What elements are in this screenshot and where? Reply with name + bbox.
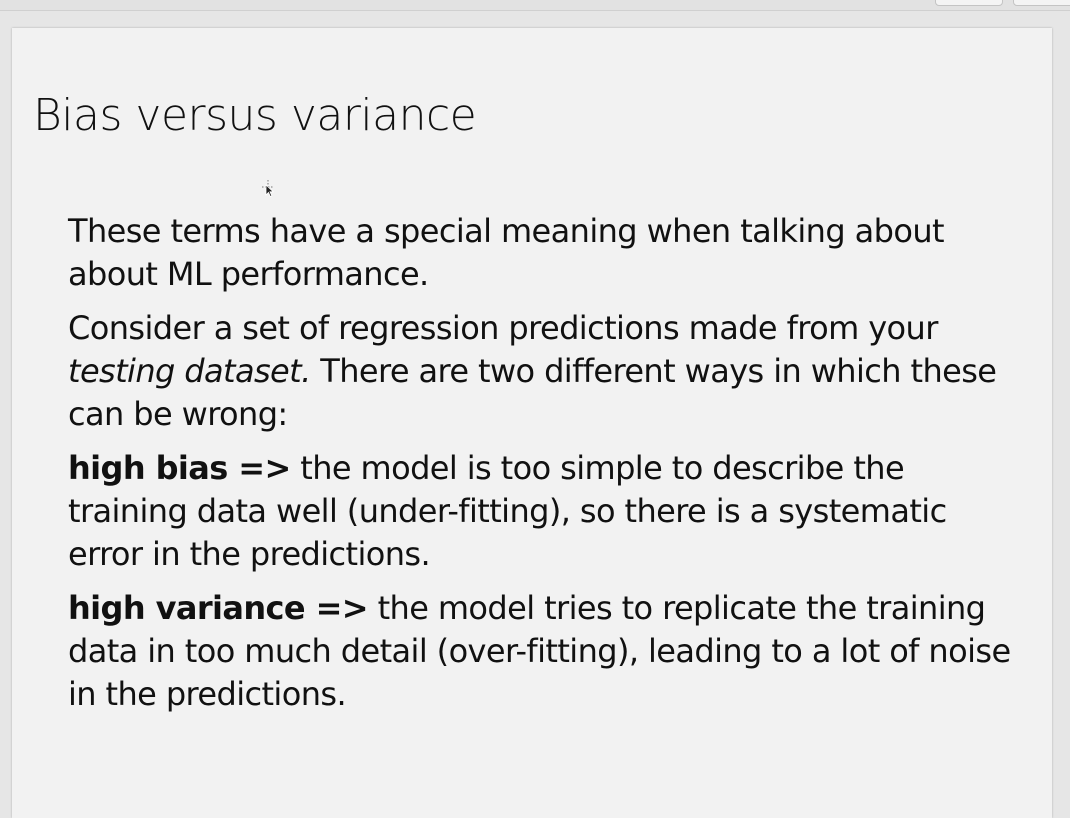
emphasis-testing-dataset: testing dataset.	[68, 352, 311, 390]
paragraph-high-variance: high variance => the model tries to repl…	[68, 587, 1028, 716]
term-high-variance: high variance =>	[68, 589, 369, 627]
move-cursor-icon	[262, 180, 275, 197]
slide-title: Bias versus variance	[33, 90, 477, 141]
window-top-bar	[0, 0, 1070, 11]
consider-text-start: Consider a set of regression predictions…	[68, 309, 938, 347]
slide: Bias versus variance These terms have a …	[12, 28, 1052, 818]
term-high-bias: high bias =>	[68, 449, 291, 487]
paragraph-intro: These terms have a special meaning when …	[68, 212, 945, 293]
slide-body: These terms have a special meaning when …	[68, 210, 1028, 727]
toolbar-control[interactable]	[935, 0, 1003, 6]
paragraph-high-bias: high bias => the model is too simple to …	[68, 447, 1028, 576]
toolbar-control[interactable]	[1013, 0, 1070, 6]
high-bias-description: the model is too simple to describe the …	[68, 449, 947, 573]
paragraph-consider: Consider a set of regression predictions…	[68, 307, 1028, 436]
consider-text-end: There are two different ways in which th…	[68, 352, 997, 433]
high-variance-description: the model tries to replicate the trainin…	[68, 589, 1011, 713]
